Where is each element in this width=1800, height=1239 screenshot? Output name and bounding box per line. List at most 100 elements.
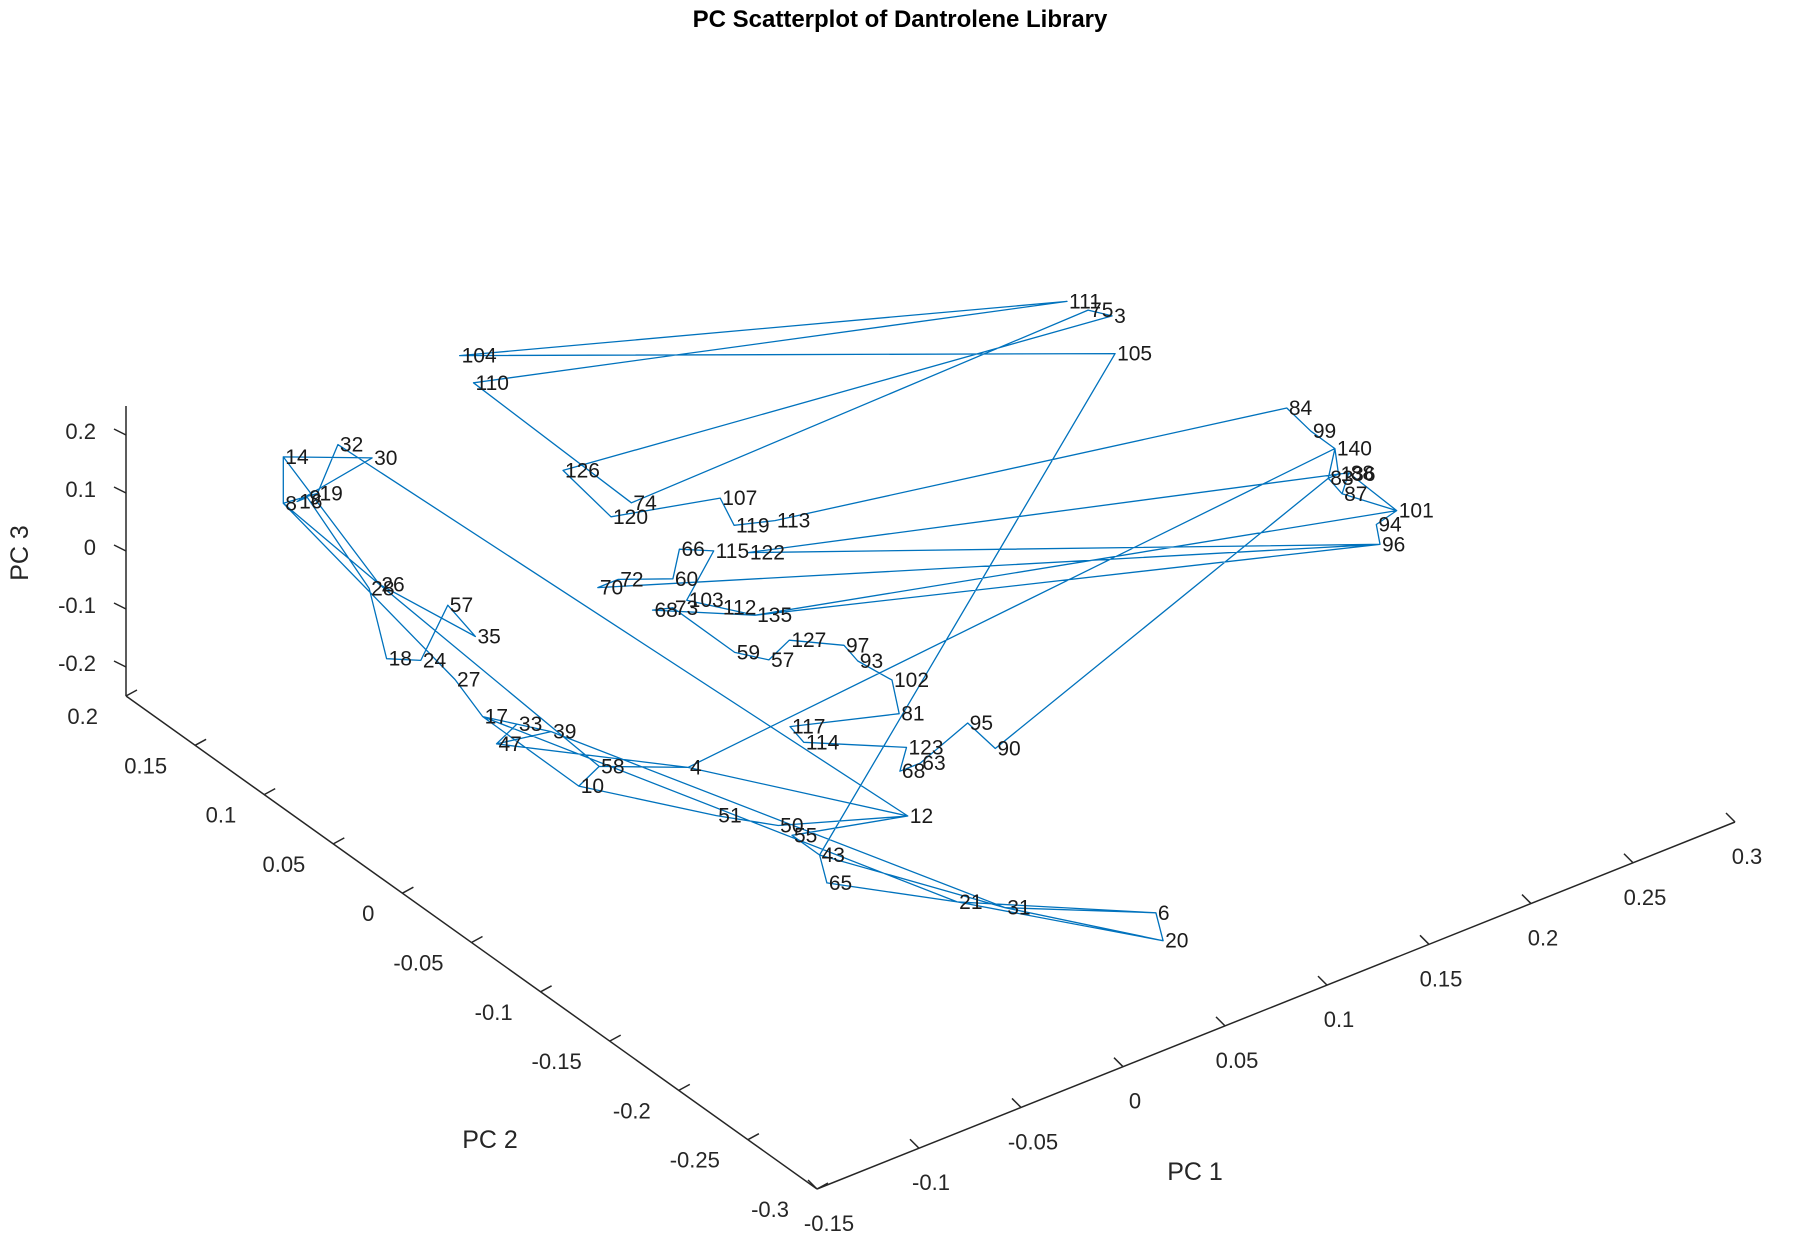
z-tick-mark [113,486,127,494]
point-label: 119 [736,514,769,537]
point-label: 97 [846,634,869,657]
z-tick-label: -0.2 [58,651,96,676]
point-label: 57 [450,594,473,617]
x-tick-mark [1521,894,1532,905]
point-label: 59 [737,641,760,664]
y-tick-label: -0.1 [475,1000,513,1025]
point-label: 39 [553,721,576,744]
point-label: 55 [794,824,817,847]
z-tick-mark [113,428,127,436]
point-label: 16 [299,491,322,514]
point-label: 96 [1382,533,1405,556]
point-label: 83 [1330,467,1353,490]
x-axis-line [816,821,1736,1190]
z-tick-mark [113,602,127,610]
point-label: 87 [1344,483,1367,506]
point-label: 4 [690,756,702,779]
point-label: 17 [485,706,508,729]
z-tick-label: 0.1 [65,477,96,502]
z-tick-label: 0 [84,535,96,560]
y-tick-label: -0.3 [751,1197,789,1222]
x-tick-mark [1419,934,1430,945]
point-label: 24 [423,649,447,672]
y-tick-mark [816,1182,829,1190]
y-tick-label: 0.05 [262,852,305,877]
point-label: 102 [894,669,929,692]
x-axis-label: PC 1 [1167,1158,1223,1186]
y-tick-label: -0.25 [670,1148,720,1173]
point-label: 93 [860,650,883,673]
chart-title: PC Scatterplot of Dantrolene Library [693,6,1108,33]
point-label: 8 [285,492,297,515]
point-label: 73 [675,597,698,620]
y-tick-label: 0.15 [124,753,167,778]
point-label: 60 [675,568,698,591]
point-label: 3 [1114,305,1126,328]
y-tick-mark [471,935,483,944]
y-tick-mark [678,1083,691,1092]
y-tick-mark [747,1133,760,1141]
y-tick-mark [609,1034,622,1042]
x-tick-label: 0.05 [1216,1048,1259,1073]
point-label: 113 [777,510,810,533]
x-tick-label: -0.05 [1008,1129,1058,1154]
y-tick-label: 0 [362,901,374,926]
point-label: 110 [475,372,508,395]
point-label: 107 [722,487,757,510]
point-label: 123 [908,736,943,759]
x-tick-mark [1725,812,1736,823]
point-label: 66 [681,538,704,561]
point-label: 51 [718,805,741,828]
point-label: 33 [519,713,542,736]
point-label: 57 [771,649,794,672]
x-tick-label: 0.15 [1420,966,1463,991]
x-tick-label: -0.15 [804,1211,854,1234]
y-tick-mark [125,689,138,697]
point-label: 111 [1069,290,1101,313]
y-tick-mark [194,738,207,746]
point-label: 120 [613,506,648,529]
point-label: 9 [309,486,321,509]
x-tick-mark [1113,1057,1124,1068]
z-tick-label: 0.2 [65,419,96,444]
point-label: 88 [1351,462,1374,485]
y-tick-label: -0.15 [532,1049,582,1074]
point-label: 27 [457,668,480,691]
point-label: 47 [499,733,522,756]
x-tick-mark [807,1179,818,1190]
x-tick-mark [1317,975,1328,986]
y-tick-mark [540,985,552,993]
point-label: 135 [757,604,792,627]
x-tick-mark [1011,1097,1022,1108]
series-line [282,300,1398,942]
point-label: 12 [910,805,933,828]
point-label: 126 [565,459,600,482]
z-tick-label: -0.1 [58,593,96,618]
point-label: 68 [902,760,925,783]
point-label: 28 [371,577,394,600]
point-label: 103 [689,589,724,612]
point-label: 10 [581,775,604,798]
axes: -0.15 -0.1 -0.05 0 0.05 0.1 0.15 0.2 0.25 0.3 -0.3… [58,406,1762,1236]
y-tick-label: 0.1 [206,803,237,828]
point-label: 20 [1165,930,1188,953]
point-label: 90 [997,737,1020,760]
point-label: 6 [1158,902,1170,925]
x-tick-mark [1623,853,1634,864]
x-tick-label: 0.2 [1528,926,1559,951]
z-tick-mark [113,544,127,552]
point-label: 35 [477,626,500,649]
point-label: 136 [1341,463,1376,486]
point-label: 95 [970,712,993,735]
y-tick-mark [402,886,414,894]
x-tick-label: 0.1 [1324,1007,1355,1032]
y-tick-label: -0.2 [613,1098,651,1123]
y-tick-mark [332,837,345,845]
point-label: 58 [601,755,624,778]
point-label: 117 [792,716,825,739]
z-tick-mark [113,660,127,668]
point-label: 94 [1378,514,1402,537]
